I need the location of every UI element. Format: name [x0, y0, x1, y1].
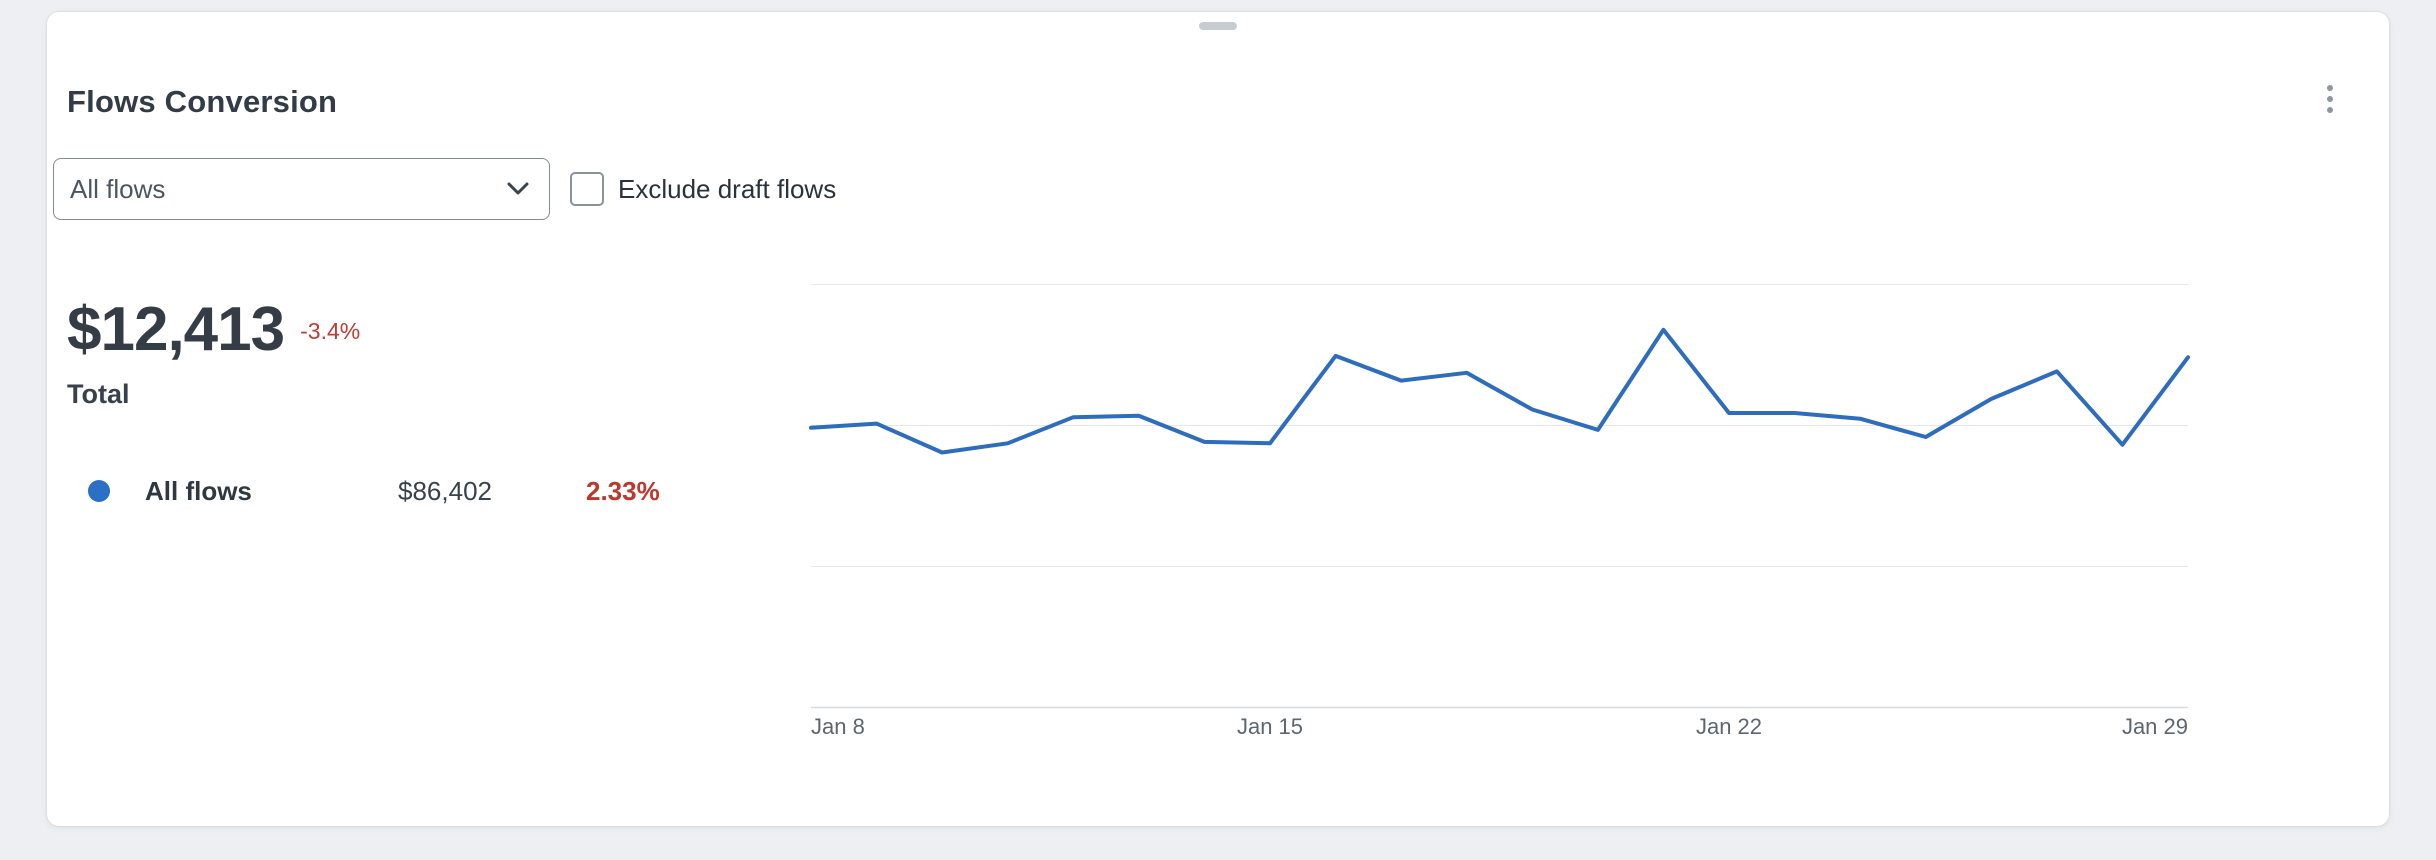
x-tick-label: Jan 29 [2121, 714, 2188, 739]
total-label: Total [67, 379, 130, 410]
legend-series-delta: 2.33% [586, 476, 660, 507]
exclude-draft-checkbox[interactable] [570, 172, 604, 206]
controls-row: All flows Exclude draft flows [53, 158, 836, 220]
total-row: $12,413 -3.4% [67, 294, 767, 365]
x-tick-label: Jan 8 [811, 714, 865, 739]
legend-row: All flows $86,402 2.33% [67, 474, 767, 508]
total-value: $12,413 [67, 295, 285, 364]
x-tick-label: Jan 22 [1695, 714, 1763, 739]
flow-select[interactable]: All flows [53, 158, 550, 220]
more-options-icon [2327, 85, 2333, 91]
more-options-button[interactable] [2315, 82, 2345, 116]
legend-series-value: $86,402 [398, 476, 492, 507]
exclude-draft-label: Exclude draft flows [618, 173, 837, 204]
legend-series-name: All flows [145, 476, 252, 507]
more-options-icon [2327, 107, 2333, 113]
x-tick-label: Jan 15 [1236, 714, 1304, 739]
flow-select-value: All flows [70, 173, 166, 204]
x-axis-labels: Jan 8 Jan 15 Jan 22 Jan 29 [811, 714, 2188, 742]
summary-panel: $12,413 -3.4% Total All flows $86,402 2.… [67, 294, 767, 508]
flows-line-chart: Jan 8 Jan 15 Jan 22 Jan 29 [809, 284, 2190, 742]
flows-conversion-card: Flows Conversion All flows Exclude draft… [47, 12, 2389, 826]
chevron-down-icon [507, 182, 529, 195]
drag-handle[interactable] [1199, 22, 1237, 30]
line-chart-plot [809, 284, 2190, 709]
page-title: Flows Conversion [67, 84, 338, 119]
total-delta: -3.4% [300, 318, 361, 345]
more-options-icon [2327, 96, 2333, 102]
legend-dot [88, 480, 110, 503]
exclude-draft-group: Exclude draft flows [570, 172, 836, 206]
